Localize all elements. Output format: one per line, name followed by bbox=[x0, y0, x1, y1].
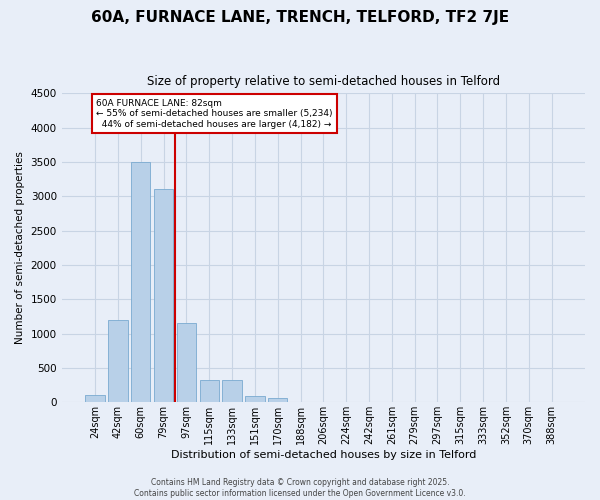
Bar bbox=[131, 162, 151, 402]
Bar bbox=[268, 398, 287, 402]
Bar bbox=[154, 190, 173, 402]
Text: 60A, FURNACE LANE, TRENCH, TELFORD, TF2 7JE: 60A, FURNACE LANE, TRENCH, TELFORD, TF2 … bbox=[91, 10, 509, 25]
Bar bbox=[223, 380, 242, 402]
X-axis label: Distribution of semi-detached houses by size in Telford: Distribution of semi-detached houses by … bbox=[170, 450, 476, 460]
Bar bbox=[177, 324, 196, 402]
Bar bbox=[245, 396, 265, 402]
Y-axis label: Number of semi-detached properties: Number of semi-detached properties bbox=[15, 152, 25, 344]
Bar bbox=[85, 396, 105, 402]
Title: Size of property relative to semi-detached houses in Telford: Size of property relative to semi-detach… bbox=[147, 75, 500, 88]
Text: 60A FURNACE LANE: 82sqm
← 55% of semi-detached houses are smaller (5,234)
  44% : 60A FURNACE LANE: 82sqm ← 55% of semi-de… bbox=[96, 99, 333, 128]
Bar bbox=[108, 320, 128, 402]
Text: Contains HM Land Registry data © Crown copyright and database right 2025.
Contai: Contains HM Land Registry data © Crown c… bbox=[134, 478, 466, 498]
Bar bbox=[200, 380, 219, 402]
